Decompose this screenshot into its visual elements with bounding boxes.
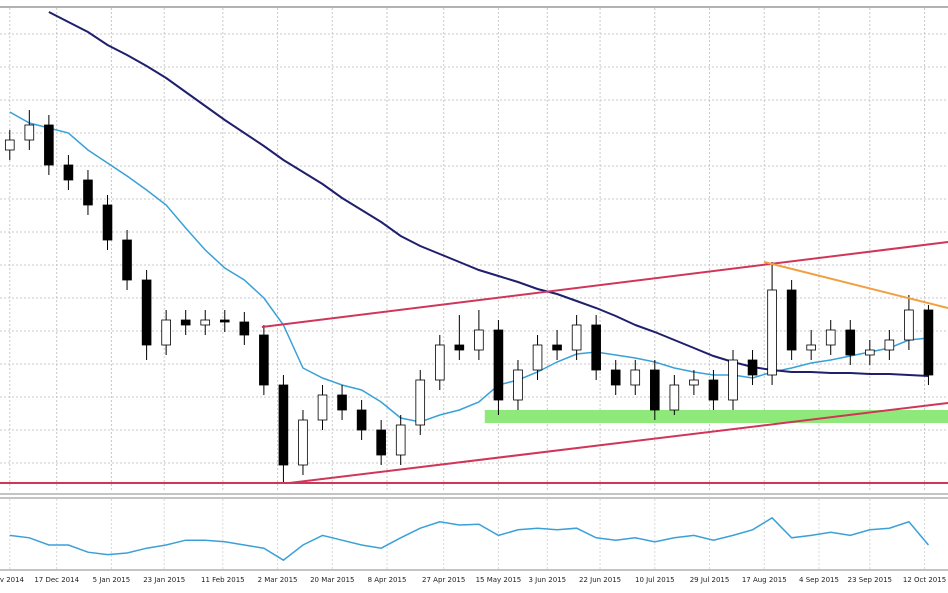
candle-body (102, 204, 113, 241)
candle-body (219, 319, 230, 323)
x-tick-label: 17 Dec 2014 (34, 576, 79, 584)
candle-body (24, 124, 35, 141)
candle-body (161, 319, 171, 346)
x-tick-label: 27 Apr 2015 (422, 576, 465, 584)
candle-body (376, 429, 386, 456)
trend-line (289, 402, 948, 484)
oscillator-line (9, 516, 930, 562)
trend-line (764, 261, 948, 309)
x-tick-label: 8 Apr 2015 (368, 576, 407, 584)
candle-body (122, 239, 132, 281)
candle-body (180, 319, 191, 326)
candle-body (337, 394, 347, 411)
candle-body (454, 344, 465, 351)
candle-body (630, 369, 641, 386)
x-tick-label: 11 Feb 2015 (201, 576, 245, 584)
x-tick-label: 22 Jun 2015 (579, 576, 621, 584)
candle-body (552, 344, 562, 351)
x-tick-label: 17 Aug 2015 (742, 576, 787, 584)
candle-body (610, 369, 621, 386)
candle-body (83, 179, 93, 206)
x-tick-label: 15 May 2015 (476, 576, 522, 584)
candle-body (4, 139, 15, 151)
candle-body (923, 309, 934, 376)
candle-body (474, 329, 484, 351)
candle-body (825, 329, 836, 346)
candle-body (728, 359, 738, 401)
candle-body (434, 344, 445, 381)
candle-body (278, 384, 289, 466)
x-tick-label: 5 Jan 2015 (93, 576, 131, 584)
x-tick-label: 3 Jun 2015 (528, 576, 566, 584)
x-tick-label: 4 Sep 2015 (799, 576, 839, 584)
candle-body (415, 379, 426, 426)
candle-body (669, 384, 680, 411)
x-tick-label: ov 2014 (0, 576, 25, 584)
candle-body (747, 359, 758, 376)
candle-body (141, 279, 152, 346)
candle-body (845, 329, 856, 356)
candle-body (259, 334, 269, 386)
candle-body (767, 289, 777, 376)
x-tick-label: 10 Jul 2015 (635, 576, 675, 584)
candle-body (650, 369, 660, 411)
x-tick-label: 12 Oct 2015 (903, 576, 946, 584)
x-tick-label: 29 Jul 2015 (690, 576, 730, 584)
x-tick-label: 2 Mar 2015 (258, 576, 298, 584)
candle-body (884, 339, 895, 351)
candle-body (493, 329, 504, 401)
candle-body (689, 379, 699, 386)
candle-body (298, 419, 308, 466)
candle-body (200, 319, 211, 326)
candle-body (865, 349, 875, 356)
candle-body (806, 344, 816, 351)
candle-body (44, 124, 54, 166)
candle-body (395, 424, 406, 456)
candle-body (904, 309, 914, 341)
x-tick-label: 20 Mar 2015 (310, 576, 354, 584)
candle-body (63, 164, 74, 181)
candle-body (317, 394, 328, 421)
candle-body (591, 324, 601, 371)
moving-average (48, 11, 929, 377)
candle-body (513, 369, 523, 401)
candle-body (532, 344, 543, 371)
x-tick-label: 23 Sep 2015 (848, 576, 892, 584)
support-band (484, 410, 948, 423)
x-tick-label: 23 Jan 2015 (143, 576, 185, 584)
trend-line (261, 241, 948, 328)
candle-body (239, 321, 250, 336)
candle-body (571, 324, 582, 351)
candle-body (786, 289, 797, 351)
candle-body (356, 409, 367, 431)
candle-body (708, 379, 719, 401)
